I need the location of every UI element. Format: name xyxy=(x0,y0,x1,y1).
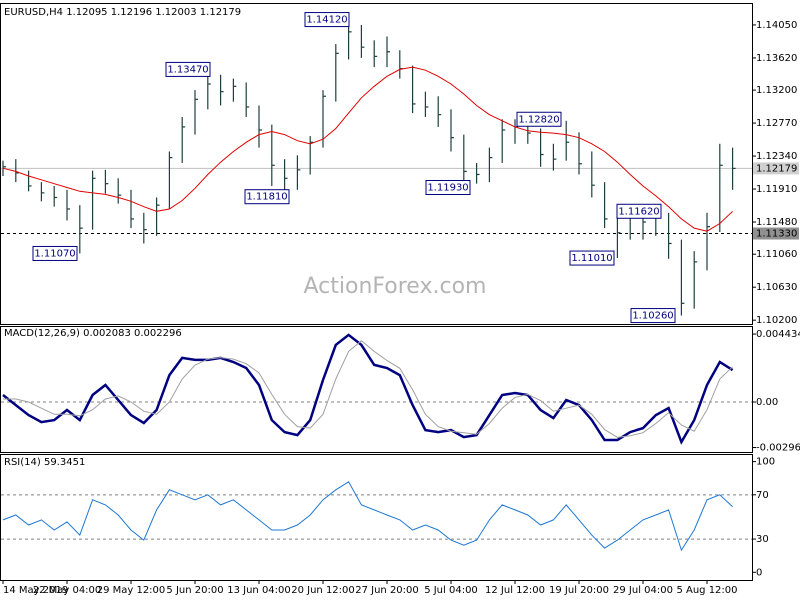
price-label: 1.11330 xyxy=(756,229,797,240)
x-tick-label: 29 Jul 04:00 xyxy=(613,585,673,596)
annotation-label: 1.11070 xyxy=(34,248,75,259)
x-tick-label: 27 Jun 20:00 xyxy=(355,585,419,596)
price-label-box xyxy=(753,162,799,175)
y-tick-label: 1.12340 xyxy=(756,151,797,162)
x-tick-label: 29 May 12:00 xyxy=(97,585,166,596)
watermark: ActionForex.com xyxy=(304,274,487,299)
y-tick-label: 1.13620 xyxy=(756,53,797,64)
series-line xyxy=(2,333,734,445)
y-tick-label: 1.11910 xyxy=(756,184,797,195)
y-tick-label: 1.13200 xyxy=(756,85,797,96)
x-tick-label: 14 May 2019 xyxy=(3,585,68,596)
annotation-box xyxy=(244,189,290,205)
x-tick-label: 20 Jun 12:00 xyxy=(291,585,355,596)
annotation-label: 1.13470 xyxy=(167,64,208,75)
y-tick-label: 1.10200 xyxy=(756,315,797,326)
x-tick-label: 5 Jun 20:00 xyxy=(166,585,223,596)
y-tick-label: -0.002969 xyxy=(756,443,800,454)
x-tick-label: 19 Jul 20:00 xyxy=(549,585,609,596)
annotation-label: 1.14120 xyxy=(306,15,347,26)
annotation-box xyxy=(569,250,615,266)
panel-title: RSI(14) 59.3451 xyxy=(4,457,85,468)
macd-panel xyxy=(0,326,753,453)
y-tick-label: 100 xyxy=(756,457,775,468)
annotation-label: 1.11930 xyxy=(427,183,468,194)
price-label: 1.12179 xyxy=(756,163,797,174)
annotation-label: 1.12820 xyxy=(518,114,559,125)
y-tick-label: 1.11480 xyxy=(756,217,797,228)
price-panel xyxy=(0,3,753,325)
y-tick-label: 0.00 xyxy=(756,397,778,408)
panel-title: EURUSD,H4 1.12095 1.12196 1.12003 1.1217… xyxy=(4,7,241,18)
y-tick-label: 30 xyxy=(756,534,769,545)
plot-layer: 1.14050 1.13620 1.13200 1.12770 1.12340 1.119… xyxy=(1,7,800,596)
annotation-label: 1.11810 xyxy=(246,192,287,203)
annotation-box xyxy=(165,61,211,77)
x-tick-label: 5 Jul 04:00 xyxy=(424,585,478,596)
y-tick-label: 1.12770 xyxy=(756,118,797,129)
x-tick-label: 5 Aug 12:00 xyxy=(676,585,737,596)
y-tick-label: 1.14050 xyxy=(756,20,797,31)
series-line xyxy=(2,481,733,552)
y-tick-label: 0 xyxy=(756,567,762,578)
x-tick-label: 22 May 04:00 xyxy=(33,585,102,596)
price-label-box xyxy=(753,227,799,240)
y-tick-label: 1.10630 xyxy=(756,282,797,293)
annotation-label: 1.11620 xyxy=(618,206,659,217)
annotation-box xyxy=(425,180,471,196)
series-line xyxy=(3,340,733,438)
y-tick-label: 0.004434 xyxy=(756,329,800,340)
annotation-box xyxy=(630,308,676,324)
series-line xyxy=(2,66,733,232)
annotation-label: 1.10260 xyxy=(632,311,673,322)
annotation-label: 1.11010 xyxy=(571,253,612,264)
annotation-box xyxy=(616,203,662,219)
annotation-box xyxy=(516,111,562,127)
y-tick-label: 1.11060 xyxy=(756,249,797,260)
x-tick-label: 13 Jun 04:00 xyxy=(227,585,291,596)
annotation-box xyxy=(304,12,350,28)
y-tick-label: 70 xyxy=(756,490,769,501)
rsi-panel xyxy=(0,454,753,581)
x-tick-label: 12 Jul 12:00 xyxy=(485,585,545,596)
panel-title: MACD(12,26,9) 0.002083 0.002296 xyxy=(4,328,182,339)
annotation-box xyxy=(32,245,78,261)
